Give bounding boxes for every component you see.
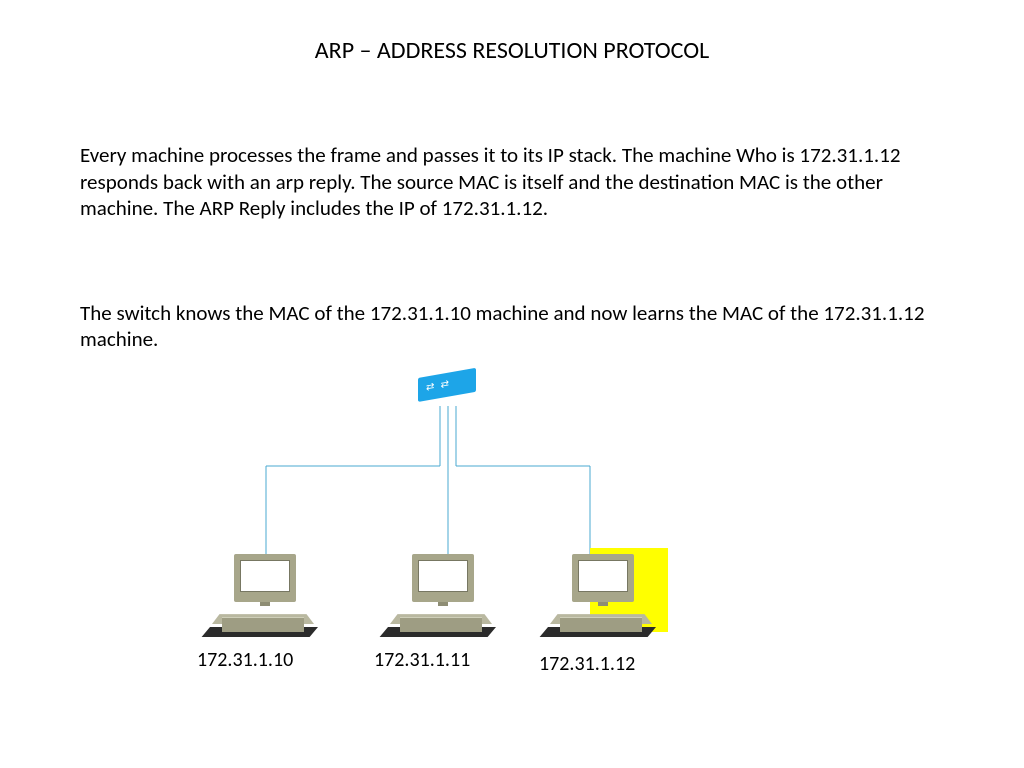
pc-base-front: [560, 617, 642, 632]
ip-label-3: 172.31.1.12: [539, 652, 635, 676]
pc-monitor: [572, 554, 634, 602]
ip-label-1: 172.31.1.10: [197, 648, 293, 672]
pc-monitor: [234, 554, 296, 602]
computer-2: [388, 554, 498, 644]
pc-monitor: [412, 554, 474, 602]
connection-lines: [0, 0, 1024, 768]
network-diagram: 172.31.1.10 172.31.1.11 172.31.1.12: [0, 0, 1024, 768]
computer-1: [210, 554, 320, 644]
pc-base-front: [222, 617, 304, 632]
pc-base-front: [400, 617, 482, 632]
switch-top: [418, 368, 476, 402]
ip-label-2: 172.31.1.11: [374, 648, 470, 672]
switch-icon: [418, 378, 476, 408]
computer-3: [548, 554, 658, 644]
